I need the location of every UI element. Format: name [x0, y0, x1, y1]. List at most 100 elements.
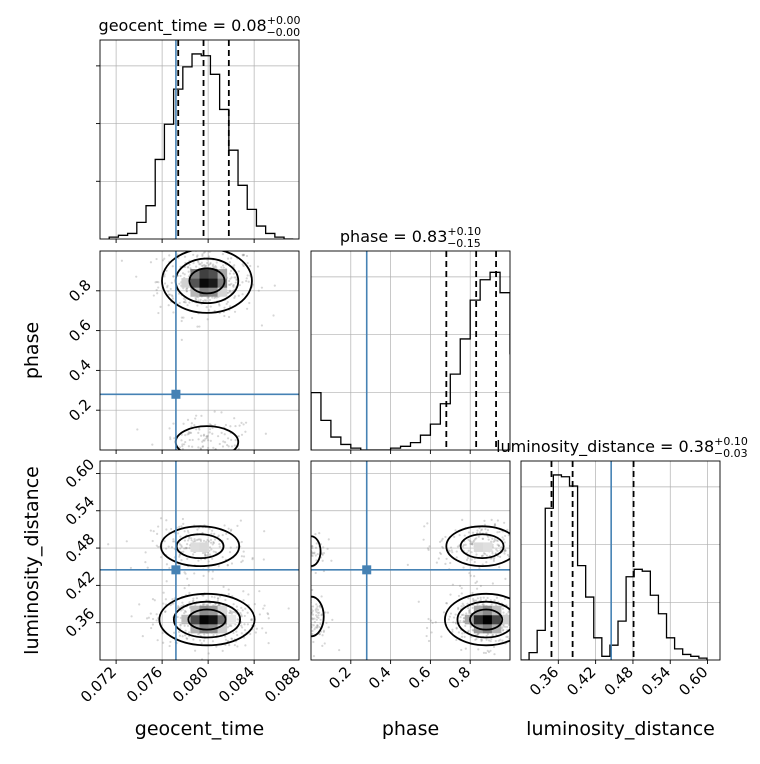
sample-point: [445, 601, 448, 605]
sample-point: [197, 538, 200, 541]
sample-point: [155, 613, 158, 616]
tick-label-phase: 0.2: [65, 395, 95, 425]
sample-point: [218, 603, 221, 606]
sample-point: [209, 261, 212, 265]
sample-point: [165, 563, 169, 566]
sample-point: [317, 614, 320, 617]
sample-point: [425, 634, 428, 638]
sample-point: [204, 553, 207, 556]
sample-point: [184, 433, 187, 437]
sample-point: [227, 315, 231, 319]
sample-point: [417, 600, 420, 603]
sample-point: [313, 628, 316, 631]
sample-point: [168, 254, 171, 257]
sample-point: [522, 648, 524, 650]
sample-point: [129, 566, 133, 570]
sample-point: [305, 582, 307, 584]
sample-point: [305, 611, 307, 613]
sample-point: [445, 602, 448, 605]
sample-point: [242, 599, 245, 602]
sample-point: [501, 536, 504, 539]
sample-point: [455, 627, 458, 630]
sample-point: [240, 555, 244, 558]
sample-point: [308, 554, 310, 556]
sample-point: [469, 574, 472, 577]
sample-point: [406, 563, 409, 566]
sample-point: [451, 583, 455, 586]
sample-point: [230, 282, 233, 285]
sample-point: [241, 293, 244, 296]
sample-point: [501, 626, 504, 630]
sample-point: [217, 534, 220, 537]
sample-point: [504, 549, 507, 552]
sample-point: [201, 445, 205, 448]
density-cell: [217, 623, 228, 634]
sample-point: [168, 566, 171, 570]
sample-point: [180, 319, 183, 323]
sample-point: [206, 296, 209, 299]
sample-point: [305, 617, 307, 619]
sample-point: [512, 623, 514, 625]
sample-point: [229, 546, 232, 549]
sample-point: [511, 614, 513, 616]
sample-point: [197, 438, 200, 441]
sample-point: [251, 556, 254, 560]
sample-point: [440, 539, 443, 542]
sample-point: [511, 519, 513, 521]
sample-point: [300, 598, 302, 600]
sample-point: [187, 265, 190, 269]
sample-point: [510, 596, 512, 598]
sample-point: [471, 543, 474, 546]
sample-point: [195, 597, 199, 600]
sample-point: [228, 279, 231, 283]
sample-point: [230, 624, 233, 628]
sample-point: [470, 542, 473, 546]
sample-point: [172, 540, 175, 543]
sample-point: [494, 639, 497, 643]
panel-2d-clip-group: [276, 461, 524, 660]
sample-point: [208, 428, 212, 431]
panel-hist-luminosity_distance: luminosity_distance = 0.38+0.10 −0.03: [496, 435, 748, 664]
sample-point: [486, 528, 490, 532]
density-cell: [491, 614, 502, 625]
sample-point: [245, 307, 249, 310]
sample-point: [482, 552, 486, 555]
sample-point: [453, 535, 456, 538]
sample-point: [489, 599, 492, 602]
sample-point: [478, 531, 482, 534]
truth-marker: [171, 565, 181, 575]
sample-point: [490, 540, 493, 543]
sample-point: [230, 562, 234, 565]
sample-point: [206, 538, 209, 542]
sample-point: [242, 590, 245, 593]
sample-point: [233, 264, 236, 267]
sample-point: [194, 649, 197, 652]
sample-point: [267, 613, 270, 616]
sample-point: [187, 431, 190, 434]
sample-point: [276, 583, 278, 585]
sample-point: [141, 452, 143, 454]
sample-point: [462, 543, 466, 547]
sample-point: [187, 531, 190, 534]
sample-point: [120, 259, 123, 262]
sample-point: [481, 537, 485, 540]
sample-point: [183, 273, 186, 276]
title-sup: +0.10: [447, 225, 481, 238]
sample-point: [304, 616, 306, 618]
sample-point: [233, 295, 237, 298]
sample-point: [514, 542, 516, 544]
sample-point: [510, 612, 512, 614]
tick-label-phase: 0.8: [445, 663, 475, 693]
sample-point: [190, 316, 194, 320]
sample-point: [182, 297, 185, 300]
sample-point: [227, 453, 229, 455]
sample-point: [204, 264, 207, 267]
sample-point: [251, 558, 254, 561]
sample-point: [181, 635, 184, 638]
sample-point: [155, 280, 159, 284]
sample-point: [455, 550, 458, 553]
sample-point: [487, 538, 490, 541]
sample-point: [477, 633, 480, 636]
sample-point: [165, 580, 168, 583]
sample-point: [202, 594, 205, 597]
